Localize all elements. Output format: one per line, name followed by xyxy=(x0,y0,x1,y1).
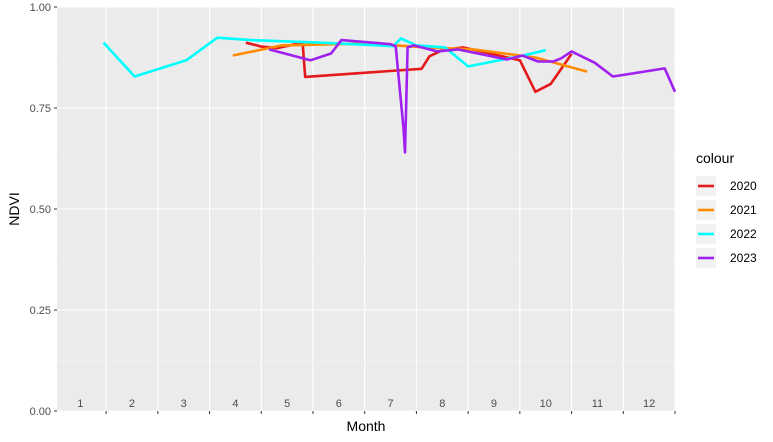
legend-label: 2021 xyxy=(730,203,757,217)
x-tick-label: 11 xyxy=(592,398,603,410)
legend: colour 2020 2021 2022 2023 xyxy=(696,150,757,268)
y-tick-label: 0.75 xyxy=(30,103,51,115)
x-tick-label: 6 xyxy=(336,398,342,410)
y-axis: 0.00 0.25 0.50 0.75 1.00 xyxy=(30,2,57,418)
legend-label: 2022 xyxy=(730,227,757,241)
x-tick-label: 2 xyxy=(129,398,135,410)
legend-label: 2020 xyxy=(730,179,757,193)
x-tick-label: 12 xyxy=(643,398,655,410)
x-tick-label: 9 xyxy=(491,398,497,410)
y-axis-title: NDVI xyxy=(6,192,22,225)
x-axis: 1 2 3 4 5 6 7 8 9 10 11 12 xyxy=(77,398,676,414)
x-tick-label: 10 xyxy=(540,398,552,410)
y-tick-label: 0.50 xyxy=(30,204,51,216)
x-tick-label: 8 xyxy=(439,398,445,410)
series-line-2020 xyxy=(245,41,573,94)
x-tick-label: 7 xyxy=(388,398,394,410)
x-tick-label: 5 xyxy=(284,398,290,410)
y-tick-label: 0.25 xyxy=(30,305,51,317)
legend-title: colour xyxy=(696,150,734,166)
legend-label: 2023 xyxy=(730,251,757,265)
x-axis-title: Month xyxy=(347,418,386,434)
series-lines xyxy=(102,36,677,154)
x-tick-label: 3 xyxy=(181,398,187,410)
x-tick-label: 4 xyxy=(232,398,238,410)
major-gridlines xyxy=(57,6,676,412)
series-line-2023 xyxy=(268,38,677,154)
x-tick-label: 1 xyxy=(77,398,83,410)
y-tick-label: 1.00 xyxy=(30,2,51,14)
y-tick-label: 0.00 xyxy=(30,406,51,418)
series-line-2022 xyxy=(102,36,546,78)
